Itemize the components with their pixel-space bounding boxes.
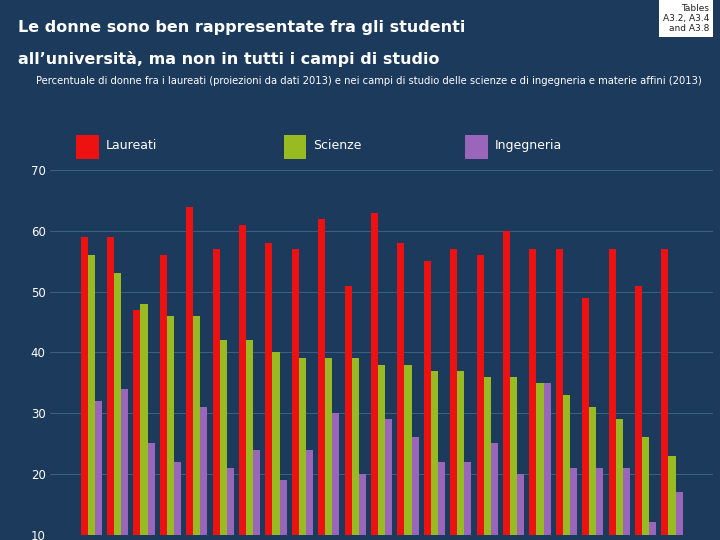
Bar	[333, 413, 340, 540]
Bar	[491, 443, 498, 540]
Bar	[344, 286, 351, 540]
Bar	[212, 249, 220, 540]
Bar	[279, 480, 287, 540]
Text: Tables
A3.2, A3.4
and A3.8: Tables A3.2, A3.4 and A3.8	[663, 4, 709, 33]
Bar	[140, 303, 148, 540]
Bar	[239, 225, 246, 540]
Bar	[371, 213, 378, 540]
Bar	[351, 359, 359, 540]
Bar	[582, 298, 589, 540]
Bar	[544, 383, 551, 540]
Bar	[88, 255, 95, 540]
Bar	[193, 316, 200, 540]
Bar	[306, 449, 313, 540]
Bar	[81, 237, 88, 540]
Text: Le donne sono ben rappresentate fra gli studenti: Le donne sono ben rappresentate fra gli …	[18, 21, 465, 36]
Bar	[359, 474, 366, 540]
Bar	[450, 249, 457, 540]
Bar	[608, 249, 616, 540]
Bar	[200, 407, 207, 540]
Bar	[292, 249, 299, 540]
Text: all’università, ma non in tutti i campi di studio: all’università, ma non in tutti i campi …	[18, 51, 439, 67]
Bar	[186, 206, 193, 540]
Bar	[325, 359, 333, 540]
Bar	[220, 340, 227, 540]
Bar	[477, 255, 484, 540]
Bar	[412, 437, 419, 540]
Bar	[423, 261, 431, 540]
Bar	[668, 456, 675, 540]
Bar	[299, 359, 306, 540]
Text: Ingegneria: Ingegneria	[495, 139, 562, 152]
Bar	[635, 286, 642, 540]
Text: Percentuale di donne fra i laureati (proiezioni da dati 2013) e nei campi di stu: Percentuale di donne fra i laureati (pro…	[36, 76, 702, 86]
Text: Scienze: Scienze	[313, 139, 361, 152]
Bar	[616, 419, 623, 540]
Bar	[589, 407, 596, 540]
Bar	[167, 316, 174, 540]
Text: Laureati: Laureati	[106, 139, 157, 152]
Bar	[649, 523, 657, 540]
Bar	[174, 462, 181, 540]
Bar	[405, 364, 412, 540]
Bar	[517, 474, 524, 540]
Bar	[661, 249, 668, 540]
Bar	[556, 249, 563, 540]
Bar	[265, 243, 272, 540]
Bar	[438, 462, 445, 540]
Bar	[272, 352, 279, 540]
Bar	[510, 377, 517, 540]
Bar	[431, 370, 438, 540]
Bar	[397, 243, 405, 540]
Bar	[76, 135, 99, 159]
Bar	[623, 468, 630, 540]
Bar	[675, 492, 683, 540]
Bar	[465, 135, 488, 159]
Bar	[95, 401, 102, 540]
Bar	[107, 237, 114, 540]
Bar	[133, 310, 140, 540]
Bar	[318, 219, 325, 540]
Bar	[529, 249, 536, 540]
Bar	[148, 443, 155, 540]
Bar	[642, 437, 649, 540]
Bar	[570, 468, 577, 540]
Bar	[563, 395, 570, 540]
Bar	[596, 468, 603, 540]
Bar	[253, 449, 261, 540]
Bar	[536, 383, 544, 540]
Bar	[503, 231, 510, 540]
Bar	[385, 419, 392, 540]
Bar	[227, 468, 234, 540]
Bar	[457, 370, 464, 540]
Bar	[114, 273, 121, 540]
Bar	[246, 340, 253, 540]
Bar	[121, 389, 128, 540]
Bar	[160, 255, 167, 540]
Bar	[484, 377, 491, 540]
Bar	[284, 135, 307, 159]
Bar	[464, 462, 472, 540]
Bar	[378, 364, 385, 540]
